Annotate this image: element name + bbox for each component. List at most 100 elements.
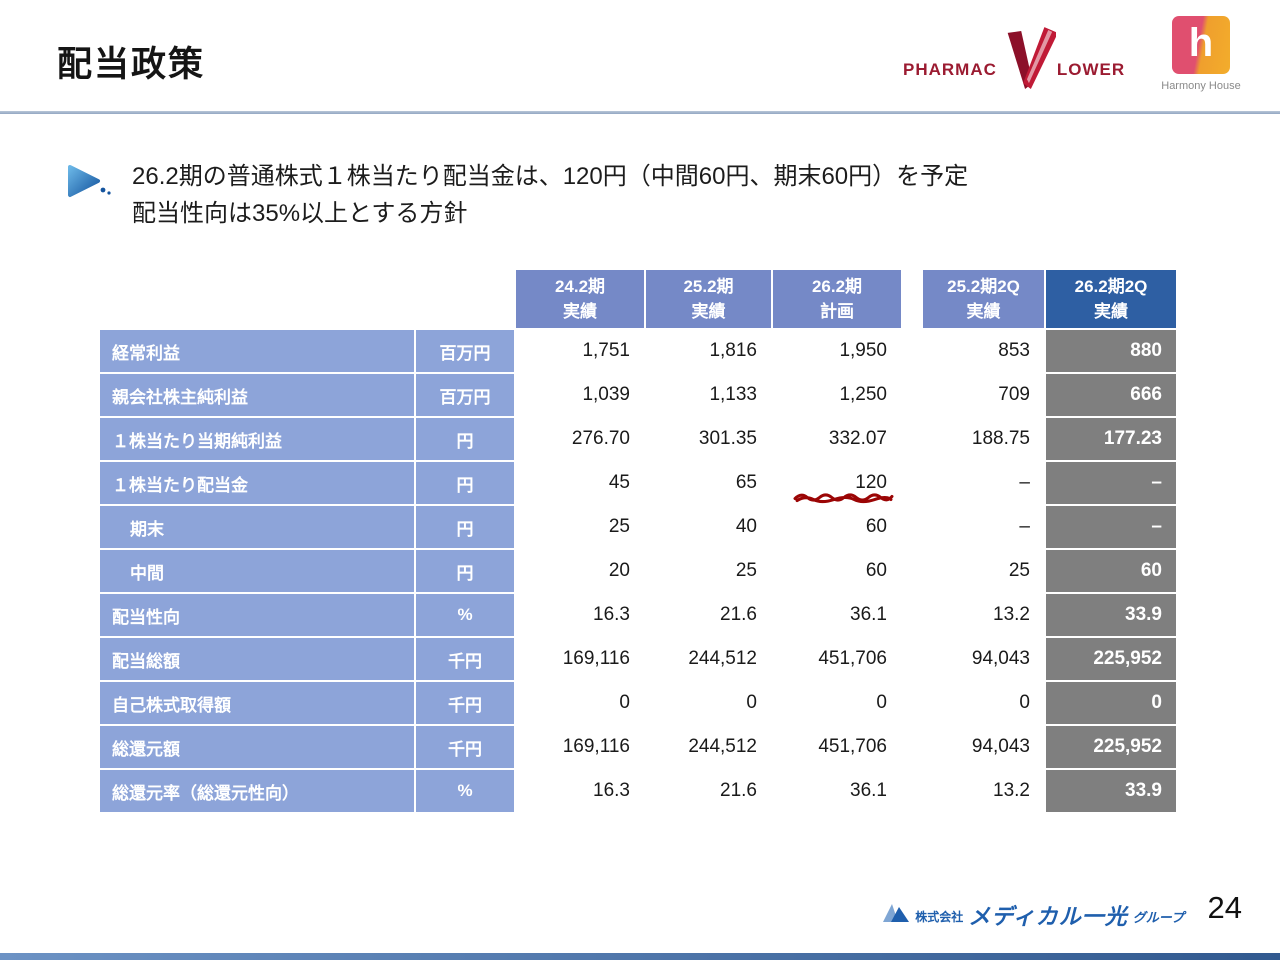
value-cell-10-1: 21.6 (646, 770, 771, 812)
value-cell-1-0: 1,039 (516, 374, 644, 416)
pharmacy-logo-text-right: LOWER (1056, 60, 1126, 79)
value-cell-8-0: 0 (516, 682, 644, 724)
arrow-bullet-icon (66, 164, 112, 200)
value-cell-5-0: 20 (516, 550, 644, 592)
red-scribble-underline (793, 493, 894, 504)
value-cell-4-0: 25 (516, 506, 644, 548)
row-label-10: 総還元率（総還元性向） (100, 770, 414, 812)
row-label-5: 中間 (100, 550, 414, 592)
value-cell-9-2: 451,706 (773, 726, 901, 768)
mountain-triangles-icon (882, 901, 910, 928)
value-cell-3-1: 65 (646, 462, 771, 504)
value-cell-1-2: 1,250 (773, 374, 901, 416)
row-unit-9: 千円 (416, 726, 514, 768)
table-column-gap (903, 270, 921, 328)
footer-company-prefix: 株式会社 (915, 910, 964, 924)
value-cell-7-2: 451,706 (773, 638, 901, 680)
table-column-gap (903, 418, 921, 460)
bullet-line-1: 26.2期の普通株式１株当たり配当金は、120円（中間60円、期末60円）を予定 (132, 163, 969, 190)
row-unit-4: 円 (416, 506, 514, 548)
value-cell-8-4: 0 (1046, 682, 1176, 724)
row-label-3: １株当たり配当金 (100, 462, 414, 504)
value-cell-0-1: 1,816 (646, 330, 771, 372)
table-column-gap (903, 638, 921, 680)
value-cell-10-0: 16.3 (516, 770, 644, 812)
page-title: 配当政策 (57, 45, 206, 84)
value-cell-2-2: 332.07 (773, 418, 901, 460)
footer-company-name: メディカル一光 (968, 904, 1128, 929)
footer-company-logo: 株式会社 メディカル一光 グループ (882, 901, 1184, 928)
table-column-gap (903, 594, 921, 636)
table-column-gap (903, 462, 921, 504)
value-cell-5-3: 25 (923, 550, 1044, 592)
value-cell-6-3: 13.2 (923, 594, 1044, 636)
value-cell-5-1: 25 (646, 550, 771, 592)
header-divider (0, 111, 1280, 114)
value-cell-9-1: 244,512 (646, 726, 771, 768)
value-cell-10-4: 33.9 (1046, 770, 1176, 812)
value-cell-3-0: 45 (516, 462, 644, 504)
table-column-gap (903, 726, 921, 768)
value-cell-1-4: 666 (1046, 374, 1176, 416)
flower-v-icon (998, 26, 1058, 97)
bullet-statement: 26.2期の普通株式１株当たり配当金は、120円（中間60円、期末60円）を予定… (66, 158, 968, 232)
value-cell-6-4: 33.9 (1046, 594, 1176, 636)
table-column-gap (903, 682, 921, 724)
bullet-text: 26.2期の普通株式１株当たり配当金は、120円（中間60円、期末60円）を予定… (132, 158, 968, 232)
value-cell-6-1: 21.6 (646, 594, 771, 636)
row-unit-7: 千円 (416, 638, 514, 680)
row-label-1: 親会社株主純利益 (100, 374, 414, 416)
row-label-4: 期末 (100, 506, 414, 548)
value-cell-0-4: 880 (1046, 330, 1176, 372)
value-cell-4-1: 40 (646, 506, 771, 548)
footer-company-suffix: グループ (1132, 910, 1184, 925)
row-label-2: １株当たり当期純利益 (100, 418, 414, 460)
harmony-house-icon: h (1172, 16, 1230, 74)
dividend-table: 24.2期 実績 25.2期 実績 26.2期 計画 25.2期2Q 実績 26.2期2Q 実績経… (100, 270, 1176, 812)
value-cell-5-4: 60 (1046, 550, 1176, 592)
value-cell-2-0: 276.70 (516, 418, 644, 460)
value-cell-4-3: – (923, 506, 1044, 548)
value-cell-8-1: 0 (646, 682, 771, 724)
value-cell-6-0: 16.3 (516, 594, 644, 636)
value-cell-7-4: 225,952 (1046, 638, 1176, 680)
value-cell-9-3: 94,043 (923, 726, 1044, 768)
pharmacy-logo-text-left: PHARMAC (903, 60, 997, 79)
row-label-6: 配当性向 (100, 594, 414, 636)
row-unit-2: 円 (416, 418, 514, 460)
value-cell-7-3: 94,043 (923, 638, 1044, 680)
harmony-caption: Harmony House (1161, 80, 1241, 92)
value-cell-0-3: 853 (923, 330, 1044, 372)
value-cell-10-3: 13.2 (923, 770, 1044, 812)
row-unit-10: % (416, 770, 514, 812)
value-cell-6-2: 36.1 (773, 594, 901, 636)
column-header-5: 26.2期2Q 実績 (1046, 270, 1176, 328)
value-cell-2-1: 301.35 (646, 418, 771, 460)
value-cell-1-3: 709 (923, 374, 1044, 416)
value-cell-5-2: 60 (773, 550, 901, 592)
table-column-gap (903, 374, 921, 416)
value-cell-1-1: 1,133 (646, 374, 771, 416)
column-header-2: 25.2期 実績 (646, 270, 771, 328)
value-cell-8-2: 0 (773, 682, 901, 724)
value-cell-10-2: 36.1 (773, 770, 901, 812)
value-cell-8-3: 0 (923, 682, 1044, 724)
value-cell-4-4: – (1046, 506, 1176, 548)
harmony-house-logo: h Harmony House (1155, 16, 1247, 92)
row-unit-6: % (416, 594, 514, 636)
value-cell-3-4: – (1046, 462, 1176, 504)
bullet-line-2: 配当性向は35%以上とする方針 (132, 200, 468, 228)
value-cell-4-2: 60 (773, 506, 901, 548)
value-cell-3-2: 120 (773, 462, 901, 504)
harmony-letter: h (1188, 21, 1214, 65)
table-column-gap (903, 770, 921, 812)
row-label-9: 総還元額 (100, 726, 414, 768)
column-header-1: 24.2期 実績 (516, 270, 644, 328)
row-label-8: 自己株式取得額 (100, 682, 414, 724)
value-cell-2-4: 177.23 (1046, 418, 1176, 460)
table-column-gap (903, 506, 921, 548)
table-column-gap (903, 330, 921, 372)
row-unit-8: 千円 (416, 682, 514, 724)
value-cell-7-1: 244,512 (646, 638, 771, 680)
row-label-0: 経常利益 (100, 330, 414, 372)
